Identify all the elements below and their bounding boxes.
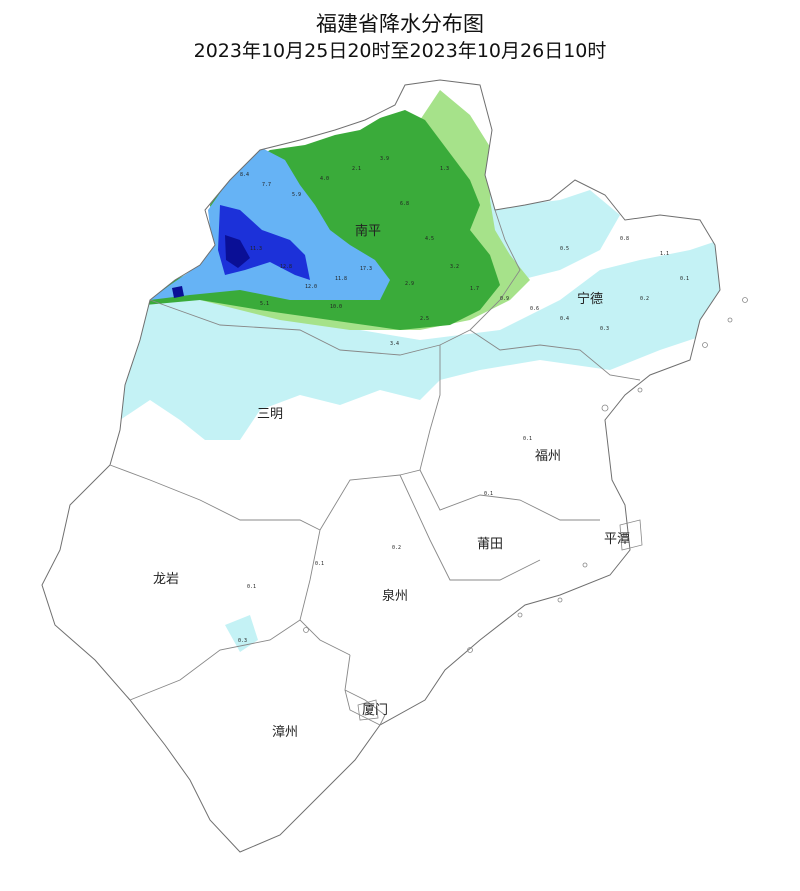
island — [303, 627, 309, 633]
prefecture-borders — [109, 209, 641, 726]
station-value: 0.9 — [500, 296, 509, 302]
station-value: 0.3 — [600, 326, 609, 332]
coastal-islands — [303, 297, 748, 721]
city-labels: 南平 宁德 三明 福州 莆田 平潭 龙岩 泉州 厦门 漳州 — [153, 223, 630, 740]
border-quanzhou-zhangzhou — [344, 654, 381, 726]
island — [557, 597, 563, 603]
station-value: 4.0 — [320, 176, 329, 182]
island — [702, 342, 708, 348]
island — [517, 612, 523, 618]
border-longyan-zhangzhou — [129, 619, 301, 701]
station-value: 2.9 — [405, 281, 414, 287]
city-label-putian: 莆田 — [477, 537, 503, 552]
station-value: 2.5 — [420, 316, 429, 322]
station-value: 0.3 — [238, 638, 247, 644]
island — [582, 562, 588, 568]
city-label-ningde: 宁德 — [577, 291, 603, 307]
border-fuzhou-putian — [419, 469, 600, 521]
station-value: 1.7 — [470, 286, 479, 292]
island — [601, 404, 609, 412]
station-value: 7.7 — [262, 182, 271, 188]
border-sanming-longyan — [109, 464, 321, 531]
xiamen-island — [357, 699, 379, 721]
station-value: 2.1 — [352, 166, 361, 172]
border-nanping-ningde — [469, 209, 521, 331]
station-value: 12.0 — [305, 284, 317, 290]
city-label-zhangzhou: 漳州 — [272, 724, 298, 740]
island — [742, 297, 748, 303]
city-label-quanzhou: 泉州 — [382, 588, 408, 604]
province-border — [41, 79, 721, 853]
pingtan-island — [619, 519, 643, 551]
station-value: 3.4 — [390, 341, 399, 347]
island — [467, 647, 473, 653]
island — [727, 317, 733, 323]
city-label-pingtan: 平潭 — [604, 532, 630, 547]
precip-heavy-area — [150, 148, 390, 300]
station-value: 1.1 — [660, 251, 669, 257]
city-label-nanping: 南平 — [355, 223, 381, 239]
station-value: 5.9 — [292, 192, 301, 198]
precip-extreme-area — [225, 235, 250, 268]
precipitation-layers — [120, 90, 720, 652]
station-value: 4.5 — [425, 236, 434, 242]
station-value: 0.1 — [523, 436, 532, 442]
city-label-fuzhou: 福州 — [535, 449, 561, 464]
station-value: 0.1 — [484, 491, 493, 497]
precip-trace-patch-south — [225, 615, 258, 652]
station-value: 3.9 — [380, 156, 389, 162]
station-value: 0.2 — [392, 545, 401, 551]
station-values: 8.4 7.7 5.9 4.0 2.1 3.9 11.3 12.8 12.0 11.8 17.3 10… — [238, 156, 689, 644]
station-value: 12.8 — [280, 264, 292, 270]
map-subtitle: 2023年10月25日20时至2023年10月26日10时 — [193, 40, 607, 62]
island — [637, 387, 643, 393]
precip-trace-area — [120, 240, 720, 440]
station-value: 11.3 — [250, 246, 262, 252]
border-sanming-quanzhou — [319, 474, 401, 531]
border-ningde-fuzhou — [469, 329, 641, 381]
station-value: 0.2 — [640, 296, 649, 302]
station-value: 17.3 — [360, 266, 372, 272]
station-value: 10.0 — [330, 304, 342, 310]
station-value: 1.3 — [440, 166, 449, 172]
station-value: 0.1 — [315, 561, 324, 567]
map-title: 福建省降水分布图 — [316, 12, 484, 36]
station-value: 3.2 — [450, 264, 459, 270]
station-value: 5.1 — [260, 301, 269, 307]
border-putian-quanzhou — [399, 474, 541, 581]
city-label-xiamen: 厦门 — [362, 703, 388, 718]
station-value: 6.8 — [400, 201, 409, 207]
station-value: 0.6 — [530, 306, 539, 312]
station-value: 11.8 — [335, 276, 347, 282]
station-value: 0.5 — [560, 246, 569, 252]
border-xiamen — [344, 689, 386, 726]
city-label-longyan: 龙岩 — [153, 572, 179, 587]
station-value: 0.1 — [247, 584, 256, 590]
station-value: 8.4 — [240, 172, 249, 178]
station-value: 0.1 — [680, 276, 689, 282]
station-value: 0.8 — [620, 236, 629, 242]
border-sanming-fuzhou — [399, 345, 441, 476]
city-label-sanming: 三明 — [257, 407, 283, 422]
station-value: 0.4 — [560, 316, 569, 322]
precip-extreme-spot — [172, 286, 184, 298]
